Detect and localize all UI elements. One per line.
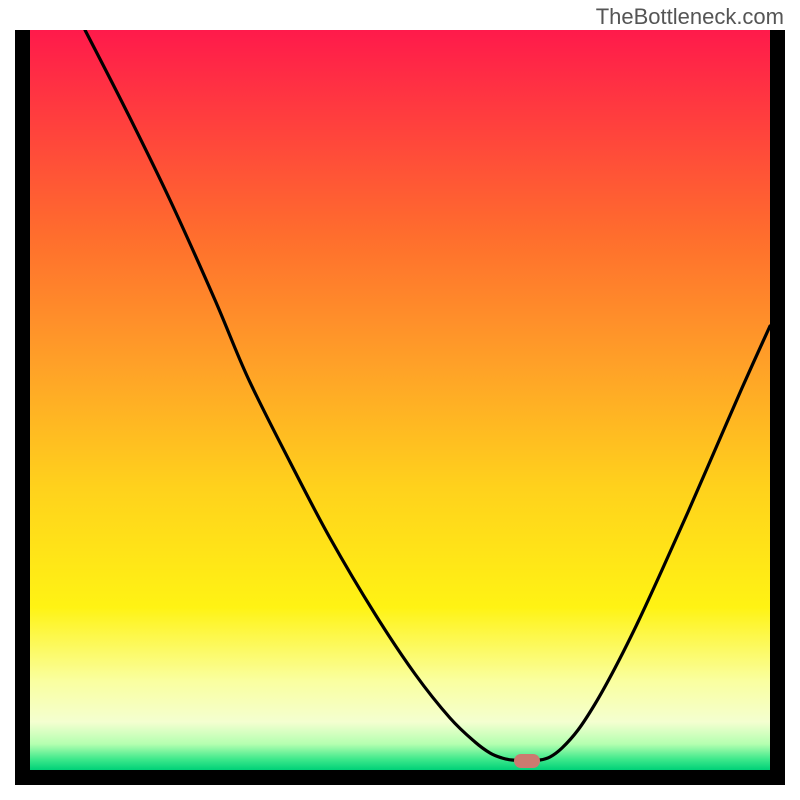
optimal-marker-layer bbox=[30, 30, 770, 770]
chart-frame bbox=[15, 30, 785, 785]
chart-plot-area bbox=[30, 30, 770, 770]
watermark-text: TheBottleneck.com bbox=[596, 4, 784, 30]
optimal-point-marker bbox=[514, 754, 540, 768]
